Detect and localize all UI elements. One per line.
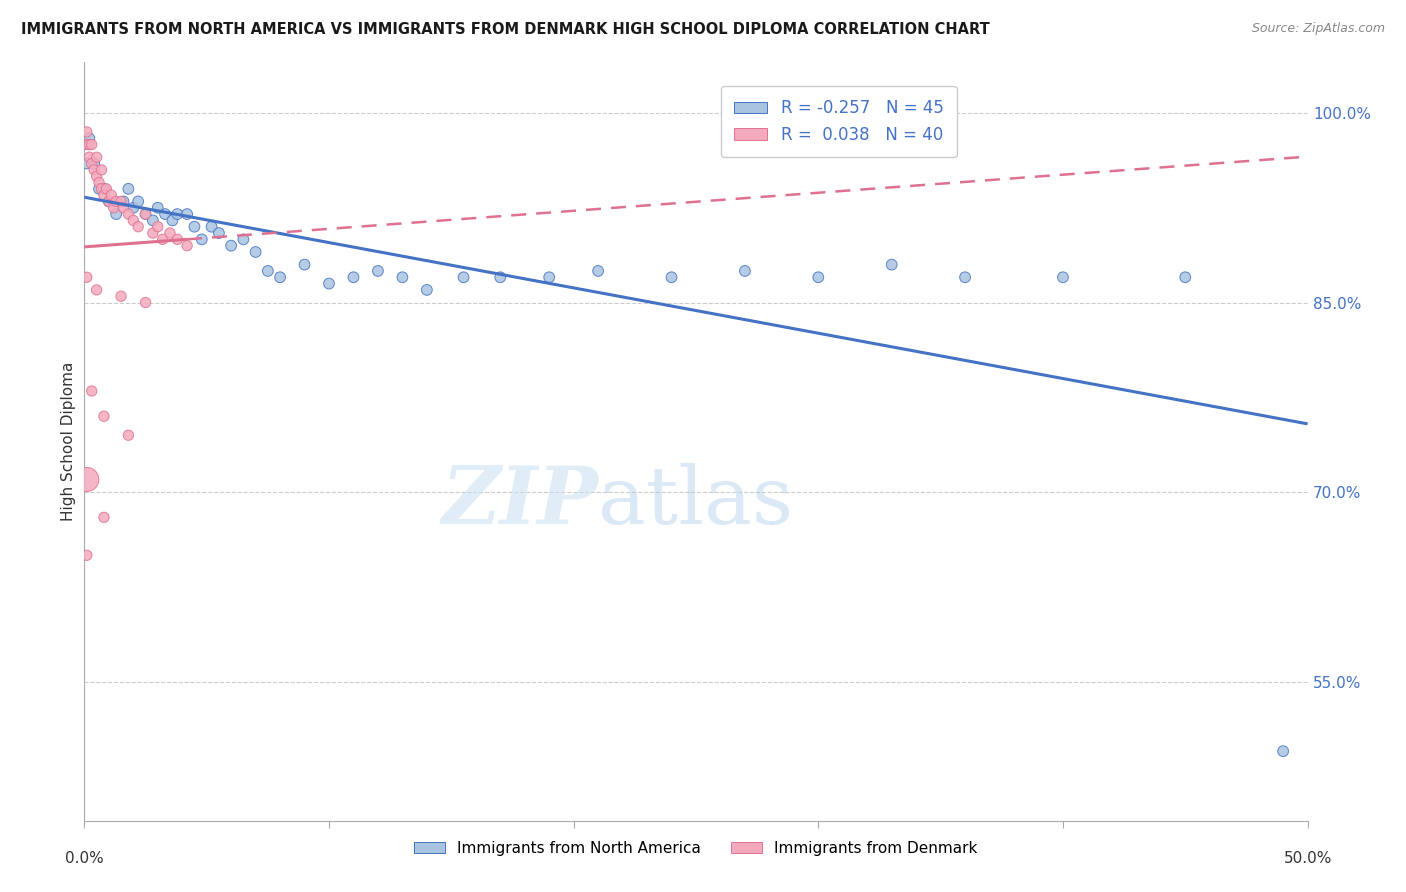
Point xyxy=(586,264,609,278)
Point xyxy=(76,156,98,170)
Point xyxy=(76,270,98,285)
Point xyxy=(416,283,439,297)
Point xyxy=(135,295,157,310)
Point xyxy=(117,207,139,221)
Y-axis label: High School Diploma: High School Diploma xyxy=(60,362,76,521)
Point xyxy=(191,232,214,246)
Point xyxy=(112,194,135,209)
Text: atlas: atlas xyxy=(598,463,793,541)
Point xyxy=(1174,270,1197,285)
Point xyxy=(127,194,149,209)
Point xyxy=(142,213,165,227)
Point xyxy=(80,156,103,170)
Point xyxy=(93,188,115,202)
Point xyxy=(86,169,108,184)
Point xyxy=(219,238,242,252)
Point xyxy=(953,270,976,285)
Point xyxy=(152,232,174,246)
Point xyxy=(162,213,184,227)
Point xyxy=(146,219,169,234)
Point xyxy=(734,264,756,278)
Point xyxy=(97,194,120,209)
Point xyxy=(342,270,364,285)
Point xyxy=(135,207,157,221)
Point xyxy=(489,270,512,285)
Point xyxy=(76,548,98,562)
Point xyxy=(110,194,132,209)
Point xyxy=(76,125,98,139)
Point xyxy=(807,270,830,285)
Point xyxy=(86,150,108,164)
Point xyxy=(122,213,145,227)
Point xyxy=(76,137,98,152)
Point xyxy=(318,277,340,291)
Point xyxy=(110,289,132,303)
Point xyxy=(83,156,105,170)
Point xyxy=(96,182,118,196)
Point xyxy=(1052,270,1074,285)
Point xyxy=(146,201,169,215)
Point xyxy=(294,258,316,272)
Text: Source: ZipAtlas.com: Source: ZipAtlas.com xyxy=(1251,22,1385,36)
Point xyxy=(257,264,280,278)
Point xyxy=(100,188,122,202)
Point xyxy=(97,194,120,209)
Point xyxy=(135,207,157,221)
Point xyxy=(122,201,145,215)
Text: 50.0%: 50.0% xyxy=(1284,851,1331,866)
Point xyxy=(176,238,198,252)
Point xyxy=(103,201,125,215)
Point xyxy=(105,207,128,221)
Point xyxy=(661,270,683,285)
Text: IMMIGRANTS FROM NORTH AMERICA VS IMMIGRANTS FROM DENMARK HIGH SCHOOL DIPLOMA COR: IMMIGRANTS FROM NORTH AMERICA VS IMMIGRA… xyxy=(21,22,990,37)
Text: 0.0%: 0.0% xyxy=(65,851,104,866)
Point xyxy=(112,201,135,215)
Point xyxy=(166,232,188,246)
Point xyxy=(86,283,108,297)
Point xyxy=(80,137,103,152)
Point xyxy=(77,131,100,145)
Point xyxy=(93,510,115,524)
Point xyxy=(176,207,198,221)
Point xyxy=(80,384,103,398)
Point xyxy=(127,219,149,234)
Point xyxy=(76,473,98,487)
Point xyxy=(105,194,128,209)
Point xyxy=(208,226,231,240)
Point xyxy=(87,182,110,196)
Point xyxy=(117,182,139,196)
Point xyxy=(269,270,291,285)
Point xyxy=(159,226,181,240)
Point xyxy=(142,226,165,240)
Point xyxy=(880,258,903,272)
Point xyxy=(117,428,139,442)
Point xyxy=(232,232,254,246)
Point xyxy=(77,137,100,152)
Point xyxy=(183,219,205,234)
Point xyxy=(90,182,112,196)
Point xyxy=(77,150,100,164)
Point xyxy=(1272,744,1295,758)
Point xyxy=(245,244,267,259)
Point xyxy=(153,207,176,221)
Point xyxy=(538,270,561,285)
Point xyxy=(391,270,413,285)
Point xyxy=(453,270,475,285)
Legend: Immigrants from North America, Immigrants from Denmark: Immigrants from North America, Immigrant… xyxy=(408,835,984,863)
Text: ZIP: ZIP xyxy=(441,464,598,541)
Point xyxy=(93,182,115,196)
Point xyxy=(90,162,112,177)
Point xyxy=(166,207,188,221)
Point xyxy=(367,264,389,278)
Point xyxy=(200,219,222,234)
Point xyxy=(87,176,110,190)
Point xyxy=(83,162,105,177)
Point xyxy=(93,409,115,424)
